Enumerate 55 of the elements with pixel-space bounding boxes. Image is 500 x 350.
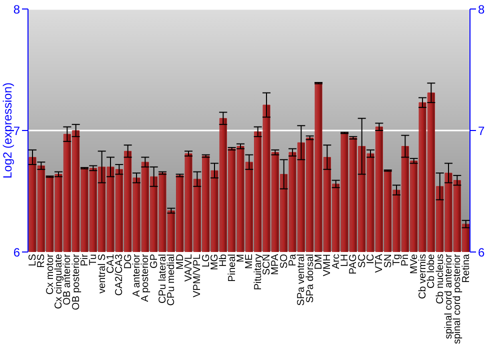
x-tick-label: VMH [322, 254, 334, 276]
y2-tick-label: 7 [478, 124, 485, 138]
x-tick-label: PAG [348, 254, 360, 274]
x-tick-label: Tg [391, 254, 402, 266]
x-tick-label: CPu lateral [157, 254, 168, 304]
x-tick-label: SCN [261, 254, 272, 276]
x-tick-label: GP [148, 254, 160, 268]
x-tick-label: Retina [460, 254, 472, 283]
x-tick-label: CPu medial [166, 254, 178, 306]
x-tick-label: Pn [400, 254, 412, 266]
x-tick-label: VPM/VPL [192, 254, 204, 298]
x-tick-label: LH [339, 254, 350, 267]
x-tick-label: MPA [270, 254, 282, 275]
x-tick-label: Pineal [226, 254, 238, 282]
x-tick-label: SN [382, 254, 394, 268]
y-tick-label: 6 [13, 245, 20, 260]
x-tick-label: CA2/CA3 [114, 254, 126, 296]
x-tick-label: SC [356, 254, 368, 268]
x-tick-label: Pa [287, 254, 298, 266]
y2-tick-label: 6 [478, 245, 485, 260]
x-tick-label: OB posterior [70, 253, 82, 310]
x-tick-label: Pituitary [252, 254, 264, 290]
x-tick-label: LG [200, 254, 212, 268]
x-tick-label: VA/VL [183, 254, 194, 282]
x-tick-label: A posterior [140, 253, 152, 302]
x-tick-label: Cb nucleus [434, 254, 446, 304]
x-tick-label: VTA [374, 254, 386, 273]
x-tick-label: Cx cingulate [53, 254, 64, 310]
x-tick-label: LS [27, 254, 38, 266]
x-tick-label: CA1 [105, 254, 116, 274]
y-tick-label: 8 [13, 2, 20, 16]
x-tick-label: ventral S [96, 254, 108, 294]
x-tick-label: Cb vermis [417, 254, 428, 300]
x-tick-label: IC [365, 254, 376, 264]
x-tick-label: spinal cord anterior [443, 253, 454, 340]
x-tick-label: Tu [88, 254, 100, 266]
x-tick-label: Arc [330, 254, 342, 269]
y-tick-label: 7 [13, 124, 20, 138]
x-tick-label: MVe [408, 254, 420, 274]
x-tick-label: spinal cord posterior [452, 253, 464, 344]
x-tick-label: M [235, 254, 246, 262]
x-tick-label: DG [122, 254, 134, 269]
x-tick-label: Hb [218, 254, 230, 267]
x-tick-label: A anterior [131, 253, 142, 297]
y2-tick-label: 8 [478, 2, 485, 16]
x-tick-label: OB anterior [62, 253, 74, 306]
x-tick-label: SPa dorsal [304, 254, 316, 303]
x-tick-label: Cb lobe [426, 254, 438, 288]
x-tick-label: DM [313, 254, 324, 270]
x-tick-label: ME [244, 254, 256, 269]
x-tick-label: MG [209, 254, 220, 270]
x-tick-label: SO [278, 254, 290, 268]
x-tick-label: Pir [79, 253, 90, 266]
x-tick-label: RS [36, 254, 48, 268]
y-axis-title: Log2 (expression) [0, 82, 14, 179]
